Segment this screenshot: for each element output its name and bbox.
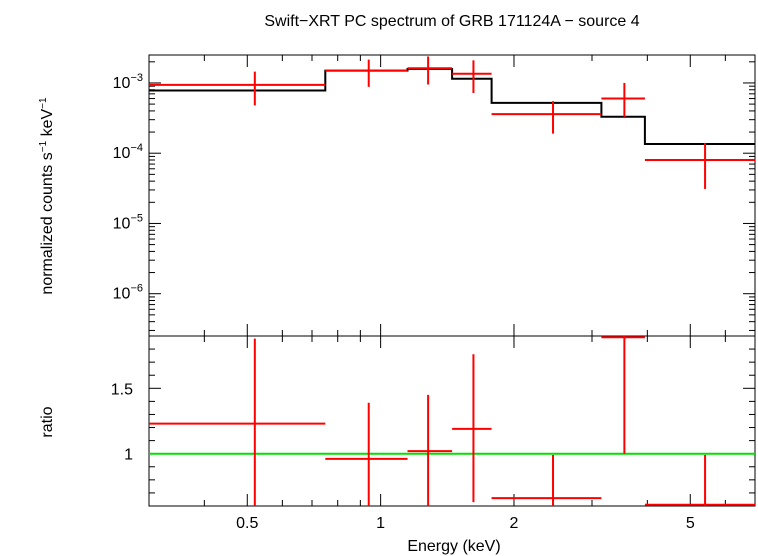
data-point xyxy=(491,101,602,134)
data-point xyxy=(149,71,326,106)
y-tick-label: 10−6 xyxy=(113,283,143,303)
data-point xyxy=(601,82,645,117)
ratio-y-axis-label: ratio xyxy=(39,406,56,437)
x-tick-label: 1 xyxy=(376,515,385,532)
y-tick-label: 10−4 xyxy=(113,142,143,162)
model-line xyxy=(149,68,755,145)
data-point xyxy=(452,354,492,503)
spectrum-panel: 10−3 10−4 10−5 10−6 xyxy=(113,54,756,337)
data-point xyxy=(325,402,408,506)
y-tick-label: 10−3 xyxy=(113,72,143,92)
spectrum-y-axis-label: normalized counts s−1 keV−1 xyxy=(38,97,56,295)
data-point xyxy=(407,394,453,506)
ratio-frame xyxy=(148,335,756,507)
x-axis-label: Energy (keV) xyxy=(407,538,500,555)
y-tick-label: 1 xyxy=(124,447,133,464)
data-point xyxy=(407,56,453,85)
ratio-panel: 1 1.5 0.5 1 2 5 xyxy=(111,335,756,532)
data-point xyxy=(452,60,492,93)
data-point xyxy=(601,336,645,454)
data-point xyxy=(644,142,755,189)
data-point xyxy=(325,59,408,87)
data-point xyxy=(644,455,755,506)
x-tick-label: 0.5 xyxy=(236,515,258,532)
data-point xyxy=(491,455,602,506)
y-tick-label: 10−5 xyxy=(113,212,143,232)
x-tick-label: 5 xyxy=(686,515,695,532)
x-tick-label: 2 xyxy=(510,515,519,532)
y-tick-label: 1.5 xyxy=(111,381,133,398)
data-point xyxy=(149,338,326,506)
chart-title: Swift−XRT PC spectrum of GRB 171124A − s… xyxy=(264,13,639,30)
spectrum-frame xyxy=(148,54,756,337)
